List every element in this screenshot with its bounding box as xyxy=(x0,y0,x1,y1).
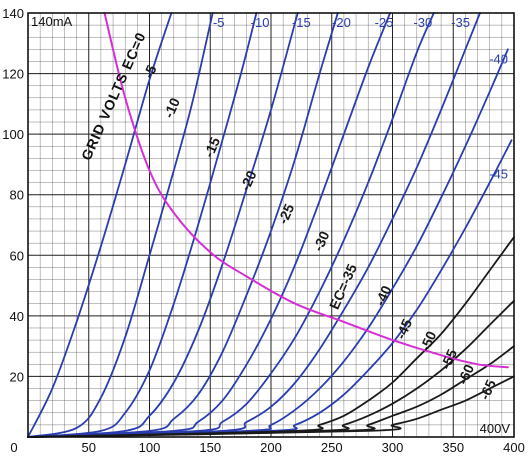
grid-curve-minus-20 xyxy=(27,12,339,438)
inline-curve-label: -60 xyxy=(454,362,477,387)
x-tick-label: 300 xyxy=(382,440,404,455)
inline-curve-label: -10 xyxy=(160,95,183,120)
inline-curve-label: -30 xyxy=(310,228,333,253)
inline-curve-label: -15 xyxy=(200,135,223,160)
inline-curve-label: -20 xyxy=(237,168,260,193)
inline-curve-label: -45 xyxy=(392,316,415,341)
top-curve-label: -35 xyxy=(451,15,470,30)
inline-curve-label: -50 xyxy=(417,328,440,353)
top-curve-label: -5 xyxy=(213,15,225,30)
y-tick-label: 120 xyxy=(2,67,24,82)
grid-curve-minus-25 xyxy=(27,12,391,438)
load-line xyxy=(103,12,509,369)
right-curve-label: -40 xyxy=(489,51,508,66)
top-curve-label: -15 xyxy=(292,15,311,30)
x-tick-label: 200 xyxy=(260,440,282,455)
y-tick-label: 100 xyxy=(2,127,24,142)
x-unit-label: 400V xyxy=(480,421,511,436)
grid-curve-minus-40 xyxy=(27,48,509,438)
grid-curve-minus-10 xyxy=(27,12,258,438)
grid-curve-minus-5 xyxy=(27,12,214,438)
y-tick-label: 80 xyxy=(10,188,24,203)
x-tick-label: 250 xyxy=(321,440,343,455)
inline-curve-label: -25 xyxy=(274,201,297,226)
top-curve-label: -30 xyxy=(413,15,432,30)
grid-curve-minus-45 xyxy=(27,139,513,438)
curve-label-layer: -5 -10 -15 -20 -25 -30 -35-40-45-5-10-15-20-25… xyxy=(140,15,508,402)
right-curve-label: -45 xyxy=(489,167,508,182)
x-tick-label: 350 xyxy=(442,440,464,455)
x-tick-label: 50 xyxy=(82,440,96,455)
top-curve-label: -25 xyxy=(375,15,394,30)
x-tick-label: 400 xyxy=(503,440,525,455)
grid-curve-0 xyxy=(27,12,173,438)
top-curve-label: -20 xyxy=(332,15,351,30)
grid-curve-minus-15 xyxy=(27,12,299,438)
inline-curve-label: -55 xyxy=(437,347,460,372)
inline-curve-label: -65 xyxy=(476,377,499,402)
x-tick-label: 150 xyxy=(199,440,221,455)
y-tick-label: 140 xyxy=(2,6,24,21)
axis-layer: 0 50 100 150 200 250 300 350 400 20 40 60 80 100 120 14… xyxy=(2,6,525,455)
load-line-layer xyxy=(103,12,509,369)
grid-curve-minus-65 xyxy=(27,375,515,438)
y-unit-label: 140mA xyxy=(31,14,73,29)
inline-curve-label: -40 xyxy=(372,283,395,308)
grid-curve-minus-30 xyxy=(27,12,435,438)
x-tick-label: 0 xyxy=(10,440,17,455)
x-tick-label: 100 xyxy=(139,440,161,455)
plot-frame xyxy=(27,12,515,438)
top-curve-label: -10 xyxy=(251,15,270,30)
y-tick-label: 60 xyxy=(10,248,24,263)
y-tick-label: 40 xyxy=(10,309,24,324)
y-tick-label: 20 xyxy=(10,369,24,384)
